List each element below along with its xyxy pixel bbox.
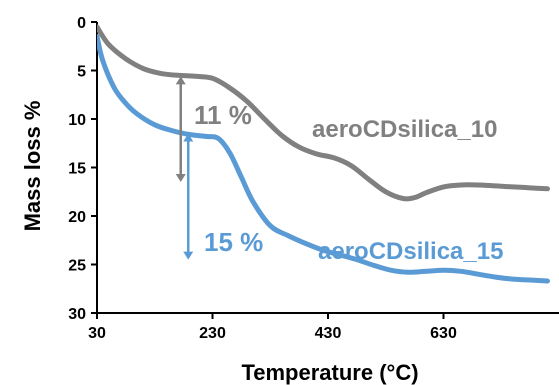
y-tick-label: 5 <box>77 64 86 81</box>
y-tick-label: 10 <box>68 112 86 129</box>
y-tick-label: 25 <box>68 258 86 275</box>
series-label-aerocdsilica-10: aeroCDsilica_10 <box>312 116 497 143</box>
x-tick-label: 430 <box>315 325 342 342</box>
x-ticks: 30 230 430 630 <box>88 313 457 342</box>
x-tick-label: 630 <box>430 325 457 342</box>
axes <box>96 22 559 314</box>
y-tick-label: 15 <box>68 161 86 178</box>
y-tick-label: 30 <box>68 306 86 323</box>
y-ticks: 0 5 10 15 20 25 30 <box>68 15 97 323</box>
y-axis-label: Mass loss % <box>20 101 45 232</box>
y-tick-label: 20 <box>68 209 86 226</box>
annotation-arrowhead-bottom-0 <box>175 174 186 183</box>
annotation-label-0: 11 % <box>194 100 252 130</box>
annotation-arrowhead-bottom-1 <box>183 251 194 260</box>
x-axis-label: Temperature (°C) <box>241 360 418 385</box>
x-tick-label: 30 <box>88 325 106 342</box>
annotation-label-1: 15 % <box>204 227 263 257</box>
y-tick-label: 0 <box>77 15 86 32</box>
x-tick-label: 230 <box>199 325 226 342</box>
annotation-arrowhead-top-1 <box>183 133 194 142</box>
series-label-aerocdsilica-15: aeroCDsilica_15 <box>318 238 503 265</box>
annotation-arrowhead-top-0 <box>175 76 186 85</box>
series-layer <box>97 24 550 284</box>
annotation-layer: 11 % 15 % <box>175 76 263 260</box>
series-line-1 <box>97 34 550 284</box>
series-line-0 <box>97 24 550 202</box>
